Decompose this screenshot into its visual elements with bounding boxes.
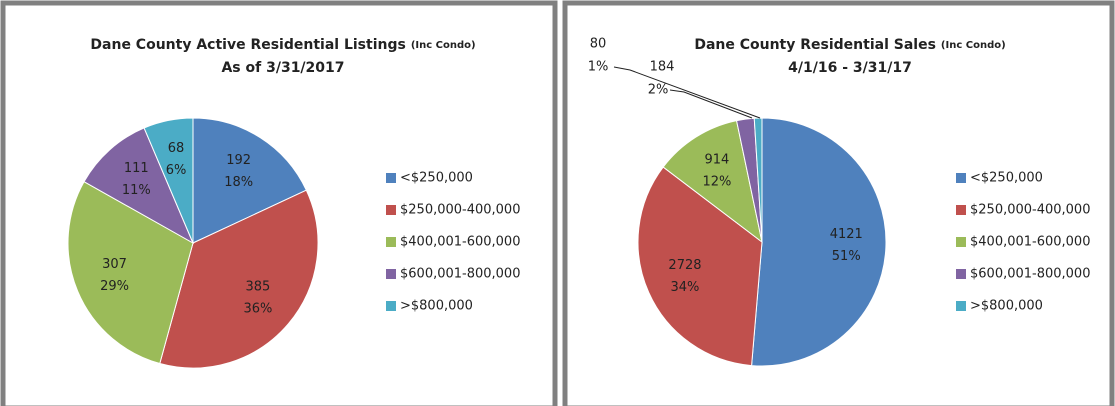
pie-slice [143, 117, 194, 244]
data-label: 111 [124, 161, 149, 176]
legend-swatch [386, 205, 396, 215]
legend-label: >$800,000 [400, 299, 473, 314]
chart-title-note: (Inc Condo) [411, 40, 476, 51]
data-label: 184 [650, 60, 675, 75]
legend-swatch [956, 173, 966, 183]
leader-line [613, 66, 761, 119]
chart-title-note: (Inc Condo) [941, 40, 1006, 51]
chart-subtitle: As of 3/31/2017 [221, 60, 344, 76]
legend-label: $400,001-600,000 [970, 235, 1090, 250]
legend-label: $250,000-400,000 [400, 203, 520, 218]
percent-label: 29% [100, 279, 129, 294]
data-label: 307 [102, 257, 127, 272]
percent-label: 18% [224, 175, 253, 190]
chart-title: Dane County Residential Sales [694, 37, 936, 53]
data-label: 68 [168, 141, 185, 156]
chart-subtitle: 4/1/16 - 3/31/17 [788, 60, 912, 76]
legend-swatch [386, 173, 396, 183]
legend-label: $600,001-800,000 [970, 267, 1090, 282]
pie-slice [67, 180, 194, 365]
percent-label: 34% [671, 280, 700, 295]
legend-swatch [956, 269, 966, 279]
legend-swatch [956, 205, 966, 215]
percent-label: 51% [832, 249, 861, 264]
pie-slice [753, 117, 763, 243]
chart-title: Dane County Active Residential Listings (… [90, 37, 475, 53]
data-label: 914 [704, 152, 729, 167]
data-label: 385 [245, 279, 270, 294]
legend-label: >$800,000 [970, 299, 1043, 314]
legend-swatch [386, 269, 396, 279]
percent-label: 12% [702, 174, 731, 189]
legend-swatch [386, 237, 396, 247]
percent-label: 1% [588, 60, 609, 75]
legend-label: $250,000-400,000 [970, 203, 1090, 218]
data-label: 80 [590, 37, 607, 52]
data-label: 192 [226, 153, 251, 168]
legend-label: <$250,000 [970, 171, 1043, 186]
chart-title: Dane County Residential Sales (Inc Condo) [694, 37, 1005, 53]
pie-slice [662, 120, 763, 244]
percent-label: 36% [243, 301, 272, 316]
percent-label: 11% [122, 183, 151, 198]
legend-label: $400,001-600,000 [400, 235, 520, 250]
legend-swatch [956, 301, 966, 311]
pie-slice [159, 189, 319, 369]
chart-title: Dane County Active Residential Listings [90, 37, 405, 53]
legend-swatch [386, 301, 396, 311]
legend-label: <$250,000 [400, 171, 473, 186]
pie-slice [83, 127, 195, 245]
data-label: 2728 [668, 258, 701, 273]
pie-slice [637, 166, 763, 367]
leader-line [669, 89, 753, 119]
pie-slice [751, 117, 887, 367]
pie-slice [192, 117, 307, 244]
data-label: 4121 [830, 227, 863, 242]
percent-label: 6% [166, 163, 187, 178]
legend-label: $600,001-800,000 [400, 267, 520, 282]
percent-label: 2% [648, 83, 669, 98]
legend-swatch [956, 237, 966, 247]
